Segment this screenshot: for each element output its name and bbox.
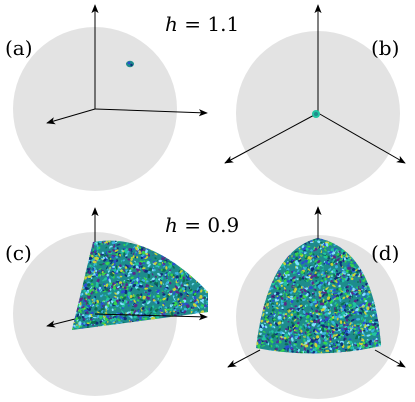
h-value-bottom: = 0.9: [184, 213, 240, 237]
cluster-b: [312, 110, 320, 118]
panel-label-c: (c): [5, 241, 32, 265]
cluster-a: [126, 60, 134, 68]
panel-a: [13, 4, 208, 191]
axis-a-y: [46, 108, 96, 125]
parameter-label-top: h = 1.1: [165, 14, 239, 34]
axis-d-y: [227, 349, 261, 368]
axis-b-x: [317, 112, 406, 164]
panel-label-b: (b): [371, 36, 400, 60]
h-symbol-bottom: h: [165, 213, 178, 237]
panel-b: [224, 4, 406, 195]
panel-label-a: (a): [5, 36, 33, 60]
axis-a-x: [94, 108, 208, 117]
axis-c-x: [94, 313, 208, 321]
axis-b-y: [224, 112, 319, 164]
panel-d: [227, 206, 406, 399]
parameter-label-bottom: h = 0.9: [165, 215, 239, 235]
h-value-top: = 1.1: [184, 12, 240, 36]
h-symbol-top: h: [165, 12, 178, 36]
axis-d-x: [374, 349, 406, 368]
panel-label-d: (d): [371, 241, 400, 265]
